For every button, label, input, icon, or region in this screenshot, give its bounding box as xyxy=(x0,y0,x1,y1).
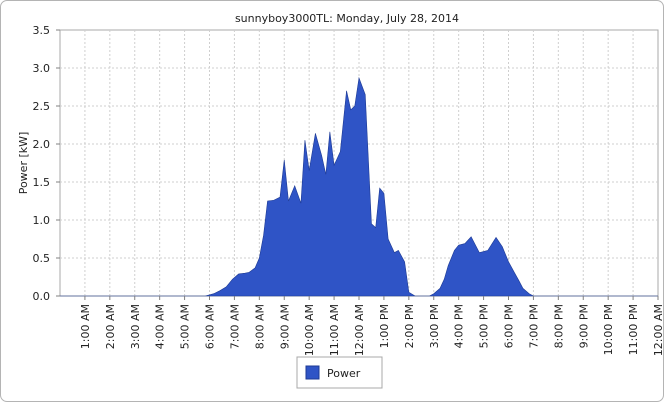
x-tick-label: 2:00 PM xyxy=(403,304,416,348)
legend-swatch-power xyxy=(305,365,320,380)
y-tick-label: 1.0 xyxy=(33,214,51,227)
x-tick-label: 3:00 PM xyxy=(428,304,441,348)
x-tick-label: 5:00 AM xyxy=(179,304,192,349)
chart-title: sunnyboy3000TL: Monday, July 28, 2014 xyxy=(235,12,459,25)
x-tick-label: 9:00 PM xyxy=(577,304,590,348)
x-tick-label: 6:00 AM xyxy=(204,304,217,349)
y-tick-label: 2.0 xyxy=(33,138,51,151)
x-tick-label: 8:00 PM xyxy=(552,304,565,348)
x-tick-label: 2:00 AM xyxy=(104,304,117,349)
x-tick-label: 11:00 AM xyxy=(328,304,341,356)
y-tick-label: 0.0 xyxy=(33,290,51,303)
y-tick-label: 3.5 xyxy=(33,24,51,37)
x-tick-label: 7:00 PM xyxy=(527,304,540,348)
series-layer xyxy=(60,76,658,297)
y-tick-label: 2.5 xyxy=(33,100,51,113)
x-tick-label: 11:00 PM xyxy=(627,304,640,355)
x-tick-label: 4:00 AM xyxy=(154,304,167,349)
y-tick-label: 0.5 xyxy=(33,252,51,265)
y-tick-label: 3.0 xyxy=(33,62,51,75)
y-axis-title: Power [kW] xyxy=(17,132,30,195)
x-tick-label: 4:00 PM xyxy=(453,304,466,348)
x-tick-label: 3:00 AM xyxy=(129,304,142,349)
x-tick-label: 6:00 PM xyxy=(503,304,516,348)
x-tick-label: 5:00 PM xyxy=(478,304,491,348)
x-tick-label: 1:00 PM xyxy=(378,304,391,348)
x-tick-label: 10:00 PM xyxy=(602,304,615,355)
x-tick-label: 12:00 AM xyxy=(652,304,665,356)
y-axis-ticks: 0.0 0.5 1.0 1.5 2.0 2.5 3.0 3.5 xyxy=(33,24,60,303)
area-series-power xyxy=(60,76,658,297)
legend: Power xyxy=(296,356,383,389)
legend-label-power: Power xyxy=(327,367,361,380)
y-tick-label: 1.5 xyxy=(33,176,51,189)
x-tick-label: 10:00 AM xyxy=(303,304,316,356)
x-tick-label: 8:00 AM xyxy=(253,304,266,349)
x-tick-label: 9:00 AM xyxy=(278,304,291,349)
x-axis-ticks: 1:00 AM 2:00 AM 3:00 AM 4:00 AM 5:00 AM 6:00 … xyxy=(79,296,665,356)
x-tick-label: 12:00 AM xyxy=(353,304,366,356)
x-tick-label: 7:00 AM xyxy=(228,304,241,349)
x-tick-label: 1:00 AM xyxy=(79,304,92,349)
